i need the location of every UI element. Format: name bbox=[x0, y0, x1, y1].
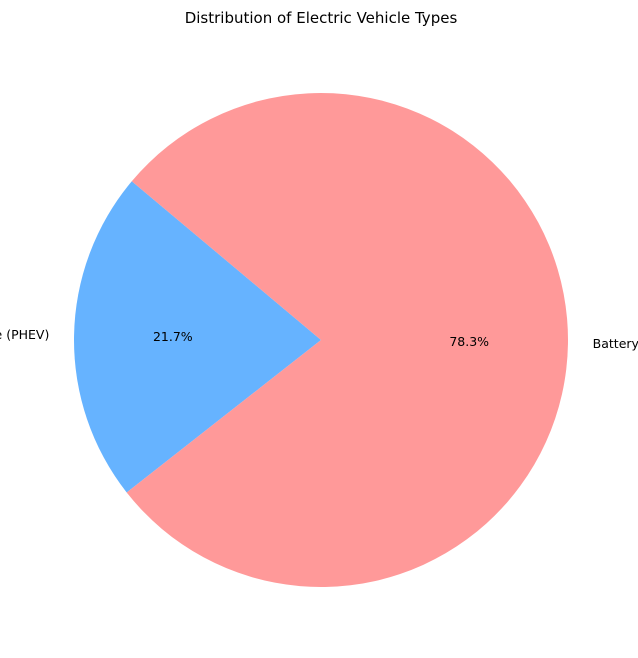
pie-slice-1 bbox=[126, 93, 568, 588]
chart-title: Distribution of Electric Vehicle Types bbox=[185, 9, 458, 27]
pie-slices bbox=[73, 93, 568, 588]
slice-percent-1: 78.3% bbox=[449, 334, 489, 349]
slice-label-1: Battery Electric Vehicle (BEV) bbox=[593, 336, 638, 351]
slice-percent-0: 21.7% bbox=[153, 329, 193, 344]
slice-label-0: Plug-in Hybrid Electric Vehicle (PHEV) bbox=[0, 327, 49, 342]
pie-slice-0 bbox=[73, 181, 321, 493]
pie-labels: Plug-in Hybrid Electric Vehicle (PHEV) 21… bbox=[0, 327, 638, 351]
